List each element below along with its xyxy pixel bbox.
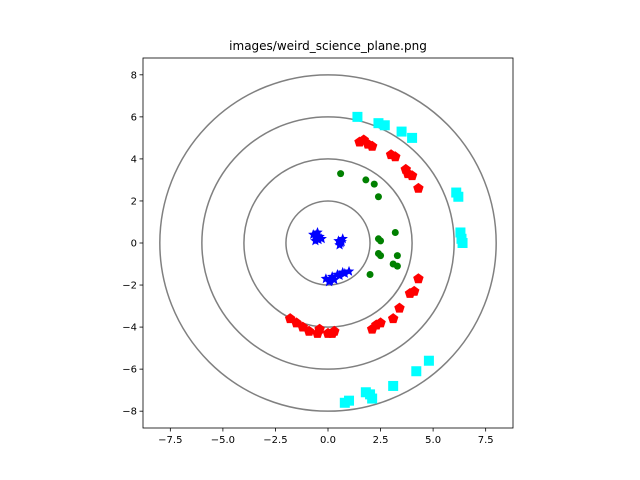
data-point: [373, 118, 384, 129]
data-point: [379, 120, 390, 131]
data-point: [320, 273, 332, 284]
data-point: [423, 355, 434, 366]
data-point: [387, 313, 399, 324]
y-tick-label: −8: [122, 407, 137, 418]
data-point: [310, 230, 321, 241]
data-point: [407, 132, 418, 143]
data-point: [393, 252, 401, 260]
data-point: [366, 323, 378, 334]
data-point: [390, 151, 401, 162]
data-point: [377, 237, 385, 245]
y-tick-label: 6: [131, 112, 137, 123]
circle-r2: [285, 200, 371, 286]
y-tick-label: −6: [122, 365, 137, 376]
data-point: [362, 176, 370, 184]
data-point: [367, 393, 378, 404]
data-point: [388, 380, 399, 391]
x-tick-label: 2.5: [373, 435, 389, 446]
data-point: [453, 191, 464, 202]
circle-r6: [201, 116, 455, 370]
data-point: [377, 252, 385, 260]
data-point: [396, 126, 407, 137]
data-point: [352, 111, 363, 122]
x-tick-label: −5.0: [211, 435, 235, 446]
x-tick-label: −2.5: [263, 435, 287, 446]
data-point: [339, 397, 350, 408]
data-point: [329, 274, 340, 285]
data-point: [314, 323, 325, 334]
x-tick-label: −7.5: [158, 435, 182, 446]
data-point: [408, 285, 420, 296]
data-point: [391, 228, 399, 236]
data-point: [406, 170, 418, 181]
data-point: [411, 366, 422, 377]
data-point: [360, 387, 371, 398]
data-point: [339, 267, 351, 278]
plot-area: −7.5 −5.0 −2.5 0.0 2.5 5.0 7.5 −8 −6 −4 −2 0 2 4 6 8: [122, 57, 514, 446]
data-point: [337, 170, 345, 178]
data-point: [329, 325, 340, 336]
data-point: [366, 140, 378, 151]
data-point: [457, 238, 468, 248]
data-point: [413, 273, 424, 284]
circle-r4: [243, 158, 413, 328]
data-point: [313, 234, 324, 245]
data-point: [312, 226, 323, 237]
data-point: [336, 236, 347, 247]
x-tick-label: 0.0: [320, 435, 336, 446]
y-tick-label: 0: [131, 239, 137, 250]
data-point: [374, 193, 382, 201]
data-point: [334, 270, 345, 281]
y-tick-label: −4: [122, 323, 137, 334]
x-tick-label: 7.5: [478, 435, 494, 446]
data-point: [303, 325, 315, 336]
chart-title: images/weird_science_plane.png: [229, 39, 427, 53]
y-tick-label: 4: [131, 154, 137, 165]
data-point: [370, 180, 378, 188]
data-point: [413, 182, 424, 193]
data-point: [394, 302, 405, 313]
y-tick-label: 2: [131, 196, 137, 207]
x-tick-label: 5.0: [425, 435, 441, 446]
data-point: [337, 233, 348, 244]
data-point: [393, 262, 401, 270]
data-point: [343, 265, 355, 276]
y-tick-label: −2: [122, 281, 137, 292]
data-point: [455, 227, 466, 238]
data-point: [323, 276, 335, 287]
data-point: [310, 235, 321, 246]
data-point: [366, 271, 374, 279]
y-tick-label: 8: [131, 70, 137, 81]
data-point: [326, 271, 338, 282]
circle-r8: [159, 74, 497, 412]
